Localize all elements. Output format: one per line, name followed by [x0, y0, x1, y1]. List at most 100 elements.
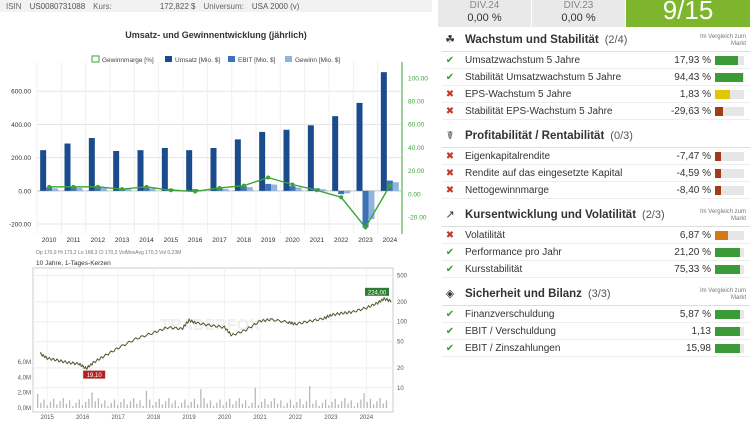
volume-bar [347, 403, 349, 408]
section-header[interactable]: ☤ Profitabilität / Rentabilität (0/3) [442, 124, 750, 148]
price-tick-label: 200 [397, 300, 408, 306]
volume-bar [62, 398, 64, 408]
criterion-row[interactable]: ✖ Nettogewinnmarge -8,40 % [442, 182, 750, 199]
volume-bar [216, 402, 218, 408]
margin-point [339, 195, 344, 200]
score-value: 9/15 [662, 0, 714, 25]
volume-bar [59, 401, 61, 408]
market-compare-bar [715, 106, 744, 116]
criterion-value: 1,13 [691, 325, 711, 337]
x-tick-label: 2020 [285, 237, 300, 244]
volume-bar [261, 402, 263, 408]
market-compare-label: Im Vergleich zum Markt [699, 209, 746, 222]
price-x-label: 2021 [253, 415, 267, 421]
volume-bar [46, 405, 48, 408]
umsatz-bar [161, 148, 168, 191]
criterion-row[interactable]: ✖ Stabilität EPS-Wachstum 5 Jahre -29,63 % [442, 103, 750, 120]
y2-tick-label: -20.00 [408, 214, 427, 221]
market-compare-bar [715, 326, 744, 336]
volume-bar [251, 402, 253, 408]
market-compare-fill [715, 326, 740, 336]
volume-bar [267, 404, 269, 408]
check-icon: ✔ [445, 308, 455, 320]
market-compare-fill [715, 264, 740, 274]
volume-bar [161, 404, 164, 408]
legend-item: Gewinn [Mio. $] [285, 56, 340, 64]
price-x-label: 2017 [111, 415, 125, 421]
volume-bar [78, 399, 80, 408]
kurs-label: Kurs: [93, 1, 112, 11]
section-title: Profitabilität / Rentabilität [465, 129, 605, 142]
criterion-value: 6,87 % [679, 229, 711, 241]
criterion-value: 1,83 % [679, 88, 711, 100]
market-compare-fill [715, 106, 724, 116]
umsatz-bar [210, 148, 217, 191]
criterion-row[interactable]: ✔ EBIT / Verschuldung 1,13 [442, 323, 750, 340]
volume-bar [312, 403, 314, 408]
criterion-row[interactable]: ✖ Volatilität 6,87 % [442, 227, 750, 244]
check-icon: ✔ [445, 71, 455, 83]
price-x-label: 2022 [289, 415, 303, 421]
info-bar: ISIN US0080731088 Kurs: 172,822 $ Univer… [0, 0, 432, 12]
criterion-name: Rendite auf das eingesetzte Kapital [465, 167, 623, 179]
market-compare-fill [715, 55, 739, 65]
y-tick-label: 400.00 [11, 122, 31, 129]
price-tick-label: 50 [397, 340, 404, 346]
criterion-value: -7,47 % [676, 150, 711, 162]
volume-bar [373, 404, 375, 408]
price-tick-label: 20 [397, 366, 404, 372]
volume-bar [145, 390, 148, 408]
volume-bar [229, 398, 231, 408]
margin-point [266, 175, 271, 180]
volume-bar [53, 398, 55, 408]
ebit-bar [143, 187, 150, 191]
criterion-row[interactable]: ✔ Performance pro Jahr 21,20 % [442, 244, 750, 261]
div23-value: 0,00 % [561, 12, 596, 24]
gewinn-bar [392, 182, 399, 191]
volume-bar [101, 403, 103, 408]
volume-bar [120, 402, 122, 408]
check-icon: ✔ [445, 342, 455, 354]
criterion-value: 75,33 % [674, 263, 711, 275]
criterion-row[interactable]: ✔ Kursstabilität 75,33 % [442, 261, 750, 278]
price-tick-label: 10 [397, 386, 404, 392]
x-tick-label: 2022 [334, 237, 349, 244]
criterion-row[interactable]: ✔ Umsatzwachstum 5 Jahre 17,93 % [442, 52, 750, 69]
criterion-row[interactable]: ✖ Eigenkapitalrendite -7,47 % [442, 148, 750, 165]
section-header[interactable]: ☘ Wachstum und Stabilität (2/4) Im Vergleic… [442, 28, 750, 52]
volume-bar [219, 399, 221, 408]
criterion-row[interactable]: ✖ EPS-Wachstum 5 Jahre 1,83 % [442, 86, 750, 103]
volume-bar [257, 405, 260, 408]
price-x-label: 2023 [324, 415, 338, 421]
criterion-row[interactable]: ✔ Stabilität Umsatzwachstum 5 Jahre 94,43 … [442, 69, 750, 86]
score-section: ◈ Sicherheit und Bilanz (3/3) Im Vergleich … [442, 282, 750, 357]
volume-tick-label: 2,0M [18, 391, 31, 397]
gewinn-bar [125, 189, 132, 191]
gewinn-bar [222, 188, 229, 191]
margin-point [168, 188, 173, 193]
section-header[interactable]: ◈ Sicherheit und Bilanz (3/3) Im Vergleich … [442, 282, 750, 306]
margin-point [47, 184, 52, 189]
volume-bar [158, 398, 160, 408]
criterion-row[interactable]: ✔ EBIT / Zinszahlungen 15,98 [442, 340, 750, 357]
low-label: 19,10 [87, 373, 103, 379]
cross-icon: ✖ [445, 167, 455, 179]
x-tick-label: 2024 [383, 237, 398, 244]
section-header[interactable]: ↗ Kursentwicklung und Volatilität (2/3) Im … [442, 203, 750, 227]
y-tick-label: 0.00 [18, 188, 31, 195]
svg-text:Umsatz [Mio. $]: Umsatz [Mio. $] [175, 57, 220, 64]
volume-bar [344, 398, 346, 408]
volume-bar [293, 405, 295, 408]
volume-bar [171, 403, 173, 408]
volume-bar [197, 404, 199, 408]
volume-bar [213, 406, 215, 408]
umsatz-bar [40, 150, 47, 191]
criterion-row[interactable]: ✖ Rendite auf das eingesetzte Kapital -4,5… [442, 165, 750, 182]
umsatz-bar [380, 72, 387, 191]
section-title: Wachstum und Stabilität [465, 33, 599, 46]
criterion-value: -4,59 % [676, 167, 711, 179]
criterion-row[interactable]: ✔ Finanzverschuldung 5,87 % [442, 306, 750, 323]
market-compare-bar [715, 309, 744, 319]
div24-value: 0,00 % [467, 12, 502, 24]
volume-bar [69, 400, 71, 408]
